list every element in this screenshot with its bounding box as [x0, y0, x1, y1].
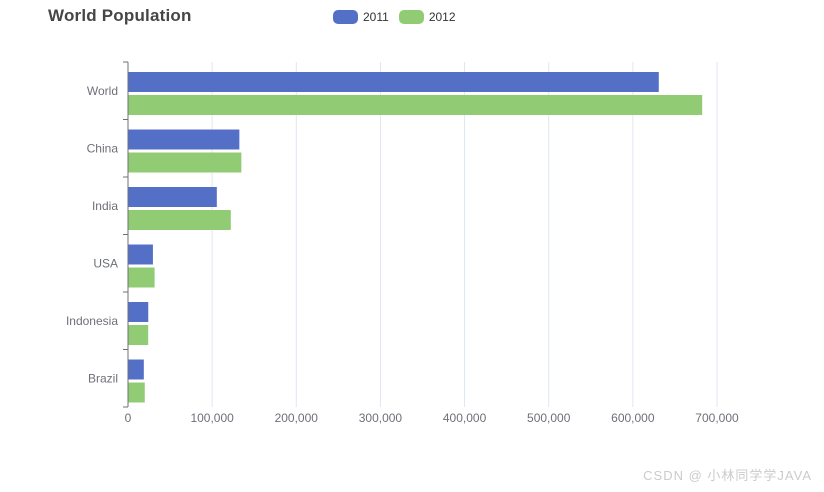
bar-2011-indonesia[interactable] [128, 302, 149, 322]
bar-chart-svg: 0 100,000 200,000 300,000 400,000 500,000 600,… [66, 61, 739, 425]
x-tick-label: 0 [125, 411, 132, 425]
legend-marker-2012 [398, 10, 424, 24]
x-tick-label: 600,000 [611, 411, 655, 425]
bar-2011-india[interactable] [128, 187, 217, 207]
bar-2012-usa[interactable] [128, 267, 155, 288]
y-category-label: World [87, 84, 118, 98]
bar-2012-china[interactable] [128, 152, 242, 173]
bar-2011-china[interactable] [128, 129, 240, 150]
chart-title: World Population [48, 6, 192, 25]
x-tick-label: 200,000 [275, 411, 319, 425]
x-tick-label: 500,000 [527, 411, 571, 425]
bar-2012-brazil[interactable] [128, 382, 145, 403]
y-category-label: India [92, 199, 118, 213]
y-category-label: Indonesia [66, 314, 118, 328]
x-tick-label: 300,000 [359, 411, 403, 425]
x-tick-label: 700,000 [695, 411, 739, 425]
bar-2011-world[interactable] [128, 72, 659, 92]
bar-2011-brazil[interactable] [128, 359, 144, 380]
x-tick-label: 400,000 [443, 411, 487, 425]
y-category-label: Brazil [88, 371, 118, 385]
legend-label: 2012 [428, 10, 456, 24]
x-tick-label: 100,000 [190, 411, 234, 425]
legend-item-2011[interactable]: 2011 [333, 10, 389, 24]
legend-label: 2011 [363, 10, 389, 24]
watermark: CSDN @ 小林同学学JAVA [643, 468, 812, 483]
y-category-label: China [87, 141, 119, 155]
bar-2011-usa[interactable] [128, 244, 153, 265]
legend-marker-2011 [333, 10, 358, 24]
legend: 2011 2012 [333, 10, 456, 24]
bar-2012-indonesia[interactable] [128, 325, 149, 345]
bar-2012-world[interactable] [128, 95, 703, 115]
legend-item-2012[interactable]: 2012 [398, 10, 456, 24]
y-category-label: USA [93, 256, 118, 270]
bar-2012-india[interactable] [128, 210, 231, 230]
